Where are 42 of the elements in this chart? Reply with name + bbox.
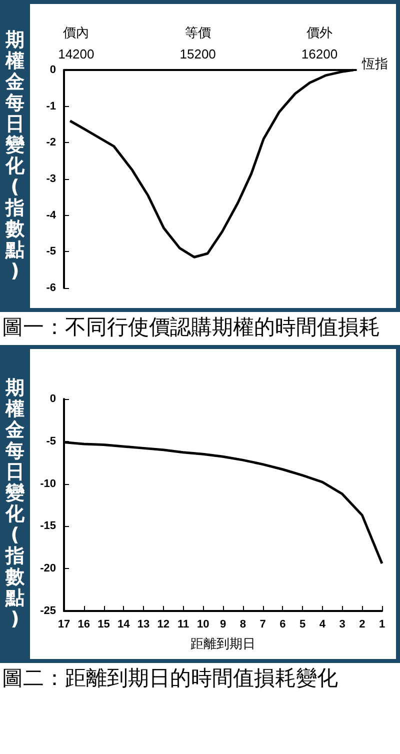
text: 價內	[63, 25, 90, 40]
y-tick-label: 0	[50, 64, 56, 76]
x-tick-label: 16200	[301, 46, 338, 62]
text: 期權金每日變化(指數點)	[6, 377, 24, 630]
x-tick-label: 12	[157, 618, 170, 630]
x-tick-label: 3	[339, 618, 346, 630]
y-tick-label: -10	[40, 478, 56, 490]
x-tick-label: 2	[359, 618, 366, 630]
y-tick-label: -4	[46, 209, 57, 222]
x-tick-label: 15200	[180, 46, 216, 62]
y-tick-label: -3	[46, 173, 56, 185]
y-tick-label: -5	[46, 435, 56, 448]
text: 圖二：距離到期日的時間值損耗變化	[1, 665, 339, 692]
x-tick-label: 6	[280, 618, 286, 630]
text: 圖一：不同行使價認購期權的時間值損耗	[1, 314, 381, 341]
text: 價外	[306, 25, 332, 40]
y-tick-label: -6	[46, 282, 56, 294]
x-tick-label: 16	[78, 618, 90, 630]
x-tick-label: 10	[197, 618, 210, 630]
text: 等價	[184, 25, 211, 40]
x-axis-title: 距離到期日	[190, 636, 256, 651]
x-tick-label: 14	[118, 618, 131, 630]
y-tick-label: -1	[46, 100, 56, 112]
x-tick-label: 11	[177, 618, 190, 630]
x-tick-label: 5	[299, 618, 306, 630]
x-tick-label: 17	[58, 618, 70, 630]
x-tick-label: 15	[98, 618, 110, 630]
x-tick-label: 1	[378, 618, 386, 630]
x-tick-label: 8	[240, 618, 246, 630]
y-tick-label: -25	[40, 605, 56, 617]
y-tick-label: -2	[46, 136, 56, 149]
x-tick-label: 14200	[58, 46, 94, 62]
y-tick-label: -5	[46, 246, 56, 258]
x-axis-title: 恆指	[361, 56, 388, 71]
y-tick-label: 0	[50, 393, 56, 405]
x-tick-label: 13	[137, 618, 150, 630]
y-tick-label: -20	[40, 562, 56, 575]
text: 期權金每日變化(指數點)	[6, 29, 24, 282]
x-tick-label: 7	[260, 618, 266, 630]
x-tick-label: 9	[220, 618, 226, 630]
y-tick-label: -15	[40, 520, 56, 532]
x-tick-label: 4	[319, 618, 326, 630]
